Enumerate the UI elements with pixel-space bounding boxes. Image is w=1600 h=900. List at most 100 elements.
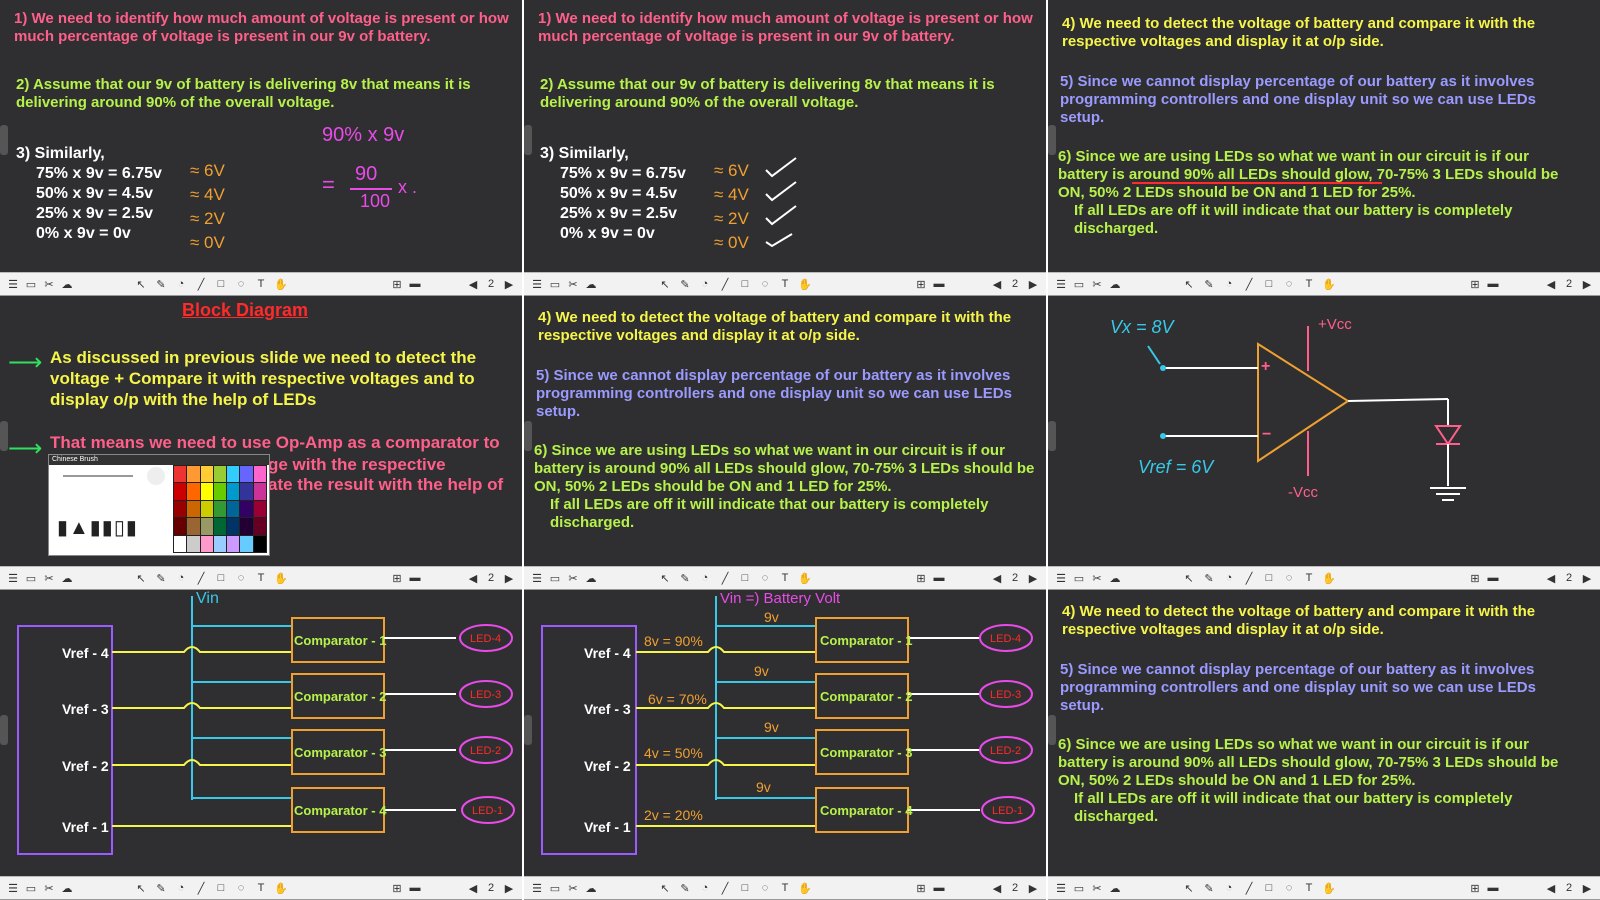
cloud-icon[interactable]: ☁ bbox=[1109, 278, 1121, 291]
pen-icon[interactable]: ✎ bbox=[156, 882, 166, 895]
brush-icon[interactable]: ◔ bbox=[1225, 572, 1233, 584]
pen-icon[interactable]: ✎ bbox=[1204, 882, 1214, 895]
record-icon[interactable]: ▬ bbox=[933, 572, 945, 584]
brush-icon[interactable]: ◔ bbox=[177, 572, 185, 584]
text-icon[interactable]: T bbox=[781, 278, 789, 290]
text-icon[interactable]: T bbox=[1305, 278, 1313, 290]
eraser-icon[interactable]: ◌ bbox=[1285, 572, 1293, 584]
pen-icon[interactable]: ✎ bbox=[1204, 572, 1214, 585]
hand-icon[interactable]: ✋ bbox=[274, 278, 288, 291]
shape-icon[interactable]: □ bbox=[741, 278, 749, 290]
prev-page-icon[interactable]: ◀ bbox=[1546, 278, 1556, 291]
pen-icon[interactable]: ✎ bbox=[680, 278, 690, 291]
prev-page-icon[interactable]: ◀ bbox=[468, 278, 478, 291]
eraser-icon[interactable]: ◌ bbox=[761, 278, 769, 290]
menu-icon[interactable]: ☰ bbox=[8, 278, 18, 291]
zoom-icon[interactable]: ⊞ bbox=[916, 572, 926, 585]
monitor-icon[interactable]: ▭ bbox=[25, 572, 37, 585]
page-number[interactable]: 2 bbox=[1011, 882, 1019, 894]
pointer-icon[interactable]: ↖ bbox=[1184, 278, 1194, 291]
line-icon[interactable]: ╱ bbox=[721, 278, 729, 291]
hand-icon[interactable]: ✋ bbox=[798, 572, 812, 585]
menu-icon[interactable]: ☰ bbox=[532, 882, 542, 895]
prev-page-icon[interactable]: ◀ bbox=[1546, 572, 1556, 585]
pen-icon[interactable]: ✎ bbox=[156, 278, 166, 291]
monitor-icon[interactable]: ▭ bbox=[1073, 572, 1085, 585]
line-icon[interactable]: ╱ bbox=[1245, 572, 1253, 585]
pen-icon[interactable]: ✎ bbox=[1204, 278, 1214, 291]
color-palette[interactable] bbox=[173, 465, 267, 553]
eraser-icon[interactable]: ◌ bbox=[761, 572, 769, 584]
line-icon[interactable]: ╱ bbox=[1245, 278, 1253, 291]
pointer-icon[interactable]: ↖ bbox=[1184, 882, 1194, 895]
tools-icon[interactable]: ✂ bbox=[568, 882, 578, 895]
cloud-icon[interactable]: ☁ bbox=[1109, 572, 1121, 585]
prev-page-icon[interactable]: ◀ bbox=[468, 572, 478, 585]
pointer-icon[interactable]: ↖ bbox=[660, 882, 670, 895]
hand-icon[interactable]: ✋ bbox=[274, 882, 288, 895]
line-icon[interactable]: ╱ bbox=[1245, 882, 1253, 895]
next-page-icon[interactable]: ▶ bbox=[1582, 882, 1592, 895]
hand-icon[interactable]: ✋ bbox=[1322, 882, 1336, 895]
pointer-icon[interactable]: ↖ bbox=[660, 572, 670, 585]
pointer-icon[interactable]: ↖ bbox=[136, 278, 146, 291]
menu-icon[interactable]: ☰ bbox=[1056, 882, 1066, 895]
record-icon[interactable]: ▬ bbox=[1487, 278, 1499, 290]
zoom-icon[interactable]: ⊞ bbox=[392, 572, 402, 585]
eraser-icon[interactable]: ◌ bbox=[1285, 278, 1293, 290]
shape-icon[interactable]: □ bbox=[1265, 278, 1273, 290]
monitor-icon[interactable]: ▭ bbox=[25, 278, 37, 291]
menu-icon[interactable]: ☰ bbox=[1056, 572, 1066, 585]
zoom-icon[interactable]: ⊞ bbox=[1470, 572, 1480, 585]
eraser-icon[interactable]: ◌ bbox=[237, 572, 245, 584]
line-icon[interactable]: ╱ bbox=[197, 572, 205, 585]
hand-icon[interactable]: ✋ bbox=[274, 572, 288, 585]
menu-icon[interactable]: ☰ bbox=[8, 882, 18, 895]
zoom-icon[interactable]: ⊞ bbox=[916, 278, 926, 291]
zoom-icon[interactable]: ⊞ bbox=[1470, 278, 1480, 291]
brush-icon[interactable]: ◔ bbox=[177, 882, 185, 894]
next-page-icon[interactable]: ▶ bbox=[1582, 572, 1592, 585]
hand-icon[interactable]: ✋ bbox=[798, 278, 812, 291]
brush-size-slider[interactable] bbox=[63, 475, 133, 477]
record-icon[interactable]: ▬ bbox=[1487, 882, 1499, 894]
shape-icon[interactable]: □ bbox=[1265, 882, 1273, 894]
next-page-icon[interactable]: ▶ bbox=[504, 278, 514, 291]
panel-scroll-handle[interactable] bbox=[1048, 421, 1056, 451]
next-page-icon[interactable]: ▶ bbox=[1028, 572, 1038, 585]
record-icon[interactable]: ▬ bbox=[933, 278, 945, 290]
shape-icon[interactable]: □ bbox=[217, 572, 225, 584]
page-number[interactable]: 2 bbox=[487, 882, 495, 894]
panel-scroll-handle[interactable] bbox=[524, 421, 532, 451]
record-icon[interactable]: ▬ bbox=[409, 882, 421, 894]
monitor-icon[interactable]: ▭ bbox=[25, 882, 37, 895]
record-icon[interactable]: ▬ bbox=[1487, 572, 1499, 584]
cloud-icon[interactable]: ☁ bbox=[1109, 882, 1121, 895]
panel-scroll-handle[interactable] bbox=[1048, 715, 1056, 745]
page-number[interactable]: 2 bbox=[1565, 882, 1573, 894]
text-icon[interactable]: T bbox=[781, 882, 789, 894]
cloud-icon[interactable]: ☁ bbox=[585, 278, 597, 291]
panel-scroll-handle[interactable] bbox=[0, 125, 8, 155]
brush-popup[interactable]: Chinese Brush ▮▲▮▮▯▮ bbox=[48, 454, 270, 556]
monitor-icon[interactable]: ▭ bbox=[1073, 278, 1085, 291]
brush-icon[interactable]: ◔ bbox=[1225, 882, 1233, 894]
shape-icon[interactable]: □ bbox=[217, 278, 225, 290]
brush-icon[interactable]: ◔ bbox=[1225, 278, 1233, 290]
record-icon[interactable]: ▬ bbox=[933, 882, 945, 894]
pen-icon[interactable]: ✎ bbox=[156, 572, 166, 585]
page-number[interactable]: 2 bbox=[487, 572, 495, 584]
next-page-icon[interactable]: ▶ bbox=[1582, 278, 1592, 291]
pointer-icon[interactable]: ↖ bbox=[136, 882, 146, 895]
cloud-icon[interactable]: ☁ bbox=[61, 882, 73, 895]
hand-icon[interactable]: ✋ bbox=[1322, 278, 1336, 291]
panel-scroll-handle[interactable] bbox=[0, 715, 8, 745]
cloud-icon[interactable]: ☁ bbox=[61, 278, 73, 291]
cloud-icon[interactable]: ☁ bbox=[585, 572, 597, 585]
text-icon[interactable]: T bbox=[1305, 882, 1313, 894]
next-page-icon[interactable]: ▶ bbox=[504, 882, 514, 895]
pointer-icon[interactable]: ↖ bbox=[1184, 572, 1194, 585]
pen-icon[interactable]: ✎ bbox=[680, 882, 690, 895]
brush-icon[interactable]: ◔ bbox=[701, 572, 709, 584]
zoom-icon[interactable]: ⊞ bbox=[392, 278, 402, 291]
